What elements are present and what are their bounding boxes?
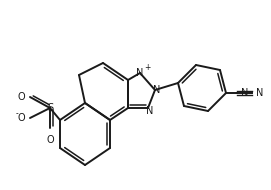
Text: S: S — [47, 103, 53, 113]
Text: O: O — [17, 92, 25, 102]
Text: N: N — [153, 85, 161, 95]
Text: N: N — [146, 106, 154, 116]
Text: O: O — [46, 135, 54, 145]
Text: N: N — [256, 88, 263, 98]
Text: N: N — [241, 88, 249, 98]
Text: N: N — [136, 68, 144, 78]
Text: -: - — [16, 109, 18, 119]
Text: +: + — [144, 63, 150, 73]
Text: O: O — [17, 113, 25, 123]
